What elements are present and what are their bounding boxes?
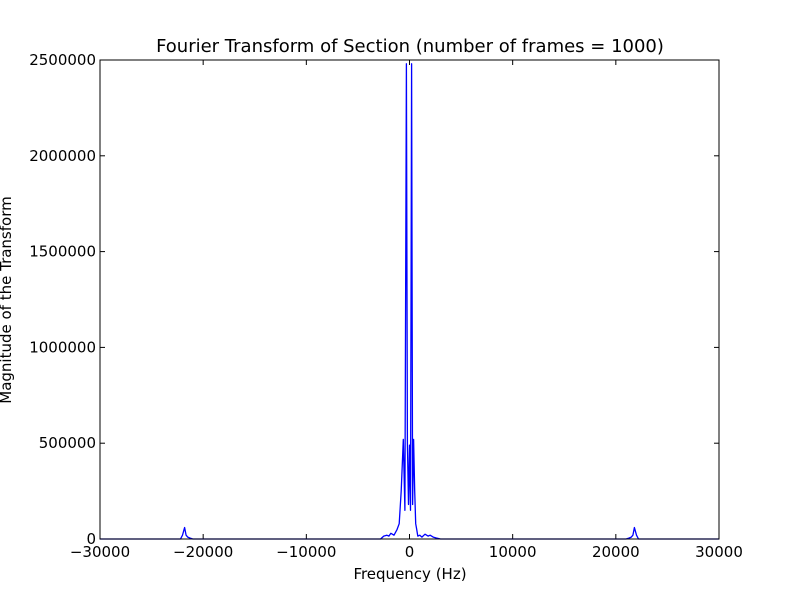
x-tick-label: −10000 (276, 543, 336, 561)
y-axis: 0 500000 1000000 1500000 2000000 2500000 (29, 51, 719, 548)
chart-title: Fourier Transform of Section (number of … (156, 36, 664, 57)
y-tick-label: 1500000 (29, 243, 96, 261)
x-axis: −30000 −20000 −10000 0 10000 20000 30000 (70, 60, 743, 561)
x-axis-label: Frequency (Hz) (353, 565, 466, 583)
x-tick-label: 10000 (489, 543, 537, 561)
y-tick-label: 2500000 (29, 51, 96, 69)
plot-frame (99, 59, 720, 540)
x-tick-label: −20000 (173, 543, 233, 561)
y-tick-label: 2000000 (29, 147, 96, 165)
y-tick-label: 1000000 (29, 338, 96, 356)
y-tick-label: 0 (86, 530, 96, 548)
x-tick-label: 30000 (695, 543, 743, 561)
x-tick-label: 0 (405, 543, 415, 561)
x-tick-label: −30000 (70, 543, 130, 561)
y-tick-label: 500000 (39, 434, 96, 452)
x-tick-label: 20000 (592, 543, 640, 561)
y-axis-label: Magnitude of the Transform (0, 196, 15, 403)
